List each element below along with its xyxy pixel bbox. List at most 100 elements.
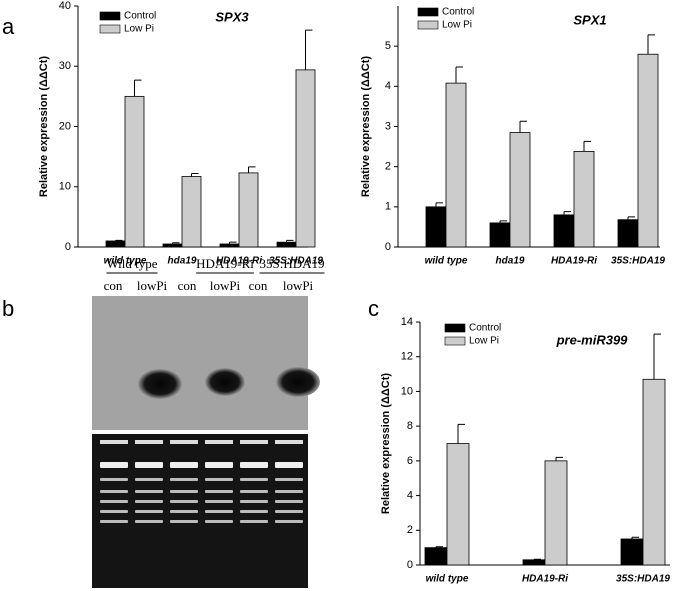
gel-band — [205, 520, 233, 523]
gel-band — [135, 478, 163, 481]
error-bar — [457, 423, 465, 444]
bar — [522, 559, 546, 566]
error-bar — [647, 34, 655, 55]
gel-band — [135, 520, 163, 523]
bar — [124, 95, 145, 248]
gel-well — [100, 440, 128, 444]
gel-band — [205, 490, 233, 493]
gel-lane-label: con — [249, 278, 268, 293]
gel-band — [170, 478, 198, 481]
y-tick-label: 20 — [59, 120, 71, 132]
error-bar — [631, 536, 639, 539]
error-bar — [455, 66, 463, 84]
y-tick-label: 8 — [407, 420, 413, 432]
y-tick-label: 6 — [407, 455, 413, 467]
gel-band — [240, 462, 268, 468]
gel-band — [100, 510, 128, 513]
y-axis-label: Relative expression (ΔΔCt) — [38, 56, 50, 197]
y-tick-label: 4 — [407, 489, 413, 501]
blot-band — [138, 369, 182, 399]
gel-band — [205, 500, 233, 503]
x-tick-label: 35S:HDA19 — [269, 256, 323, 267]
gel-group-label: Wild type — [106, 256, 157, 271]
y-tick-label: 3 — [385, 120, 391, 132]
x-tick-label: wild type — [426, 574, 469, 585]
bar — [509, 132, 531, 248]
error-bar — [229, 241, 237, 244]
y-tick-label: 2 — [385, 161, 391, 173]
panel-label: b — [2, 296, 14, 321]
panel-label: c — [368, 296, 379, 321]
error-bar — [499, 220, 507, 223]
panel-label: a — [2, 14, 15, 39]
legend-swatch — [417, 7, 439, 17]
x-tick-label: wild type — [425, 256, 468, 267]
gel-band — [100, 490, 128, 493]
bar — [617, 219, 639, 248]
blot — [92, 296, 308, 430]
gel-band — [275, 520, 303, 523]
gel-group-label: HDA19-Ri — [196, 256, 254, 271]
gel-band — [275, 490, 303, 493]
error-bar — [435, 546, 443, 548]
bar — [425, 206, 447, 248]
gel-band — [275, 500, 303, 503]
legend-label: Control — [124, 11, 156, 22]
bar — [105, 240, 126, 248]
legend-swatch — [99, 24, 121, 34]
gel-lane-label: lowPi — [137, 278, 168, 293]
x-tick-label: wild type — [104, 256, 147, 267]
y-tick-label: 12 — [401, 351, 413, 363]
error-bar — [286, 239, 294, 243]
error-bar — [305, 29, 313, 70]
blot-band — [205, 368, 245, 396]
bar — [489, 222, 511, 248]
gel-band — [275, 510, 303, 513]
gel-band — [240, 510, 268, 513]
gel-well — [135, 440, 163, 444]
gel-lane-label: con — [178, 278, 197, 293]
y-tick-label: 5 — [385, 40, 391, 52]
gel-lane-label: con — [104, 278, 123, 293]
gel-band — [240, 520, 268, 523]
gel-band — [205, 478, 233, 481]
y-tick-label: 0 — [407, 559, 413, 571]
y-tick-label: 30 — [59, 60, 71, 72]
gel-band — [100, 478, 128, 481]
y-tick-label: 1 — [385, 201, 391, 213]
gel-well — [275, 440, 303, 444]
gel-band — [100, 462, 128, 468]
bar — [276, 241, 297, 248]
error-bar — [519, 120, 527, 133]
gel-band — [205, 510, 233, 513]
chart-title: SPX3 — [215, 9, 249, 24]
error-bar — [563, 211, 571, 215]
bar — [553, 214, 575, 248]
gel-well — [240, 440, 268, 444]
y-tick-label: 10 — [59, 181, 71, 193]
error-bar — [435, 202, 443, 207]
gel-band — [135, 490, 163, 493]
y-tick-label: 0 — [385, 241, 391, 253]
bar — [637, 53, 659, 248]
bar — [445, 82, 467, 248]
error-bar — [583, 140, 591, 152]
bar — [642, 378, 666, 566]
bar — [238, 172, 259, 248]
gel-band — [135, 500, 163, 503]
bar — [544, 460, 568, 566]
error-bar — [653, 333, 661, 380]
y-tick-label: 40 — [59, 0, 71, 12]
bar — [162, 243, 183, 248]
bar — [446, 443, 470, 566]
legend-label: Control — [442, 7, 474, 18]
gel-well — [170, 440, 198, 444]
y-axis-label: Relative expression (ΔΔCt) — [360, 56, 372, 197]
bar — [295, 69, 316, 248]
x-tick-label: 35S:HDA19 — [616, 574, 670, 585]
error-bar — [533, 558, 541, 560]
chart-title: SPX1 — [573, 12, 606, 27]
bar — [181, 176, 202, 248]
bar — [219, 243, 240, 248]
error-bar — [627, 216, 635, 220]
